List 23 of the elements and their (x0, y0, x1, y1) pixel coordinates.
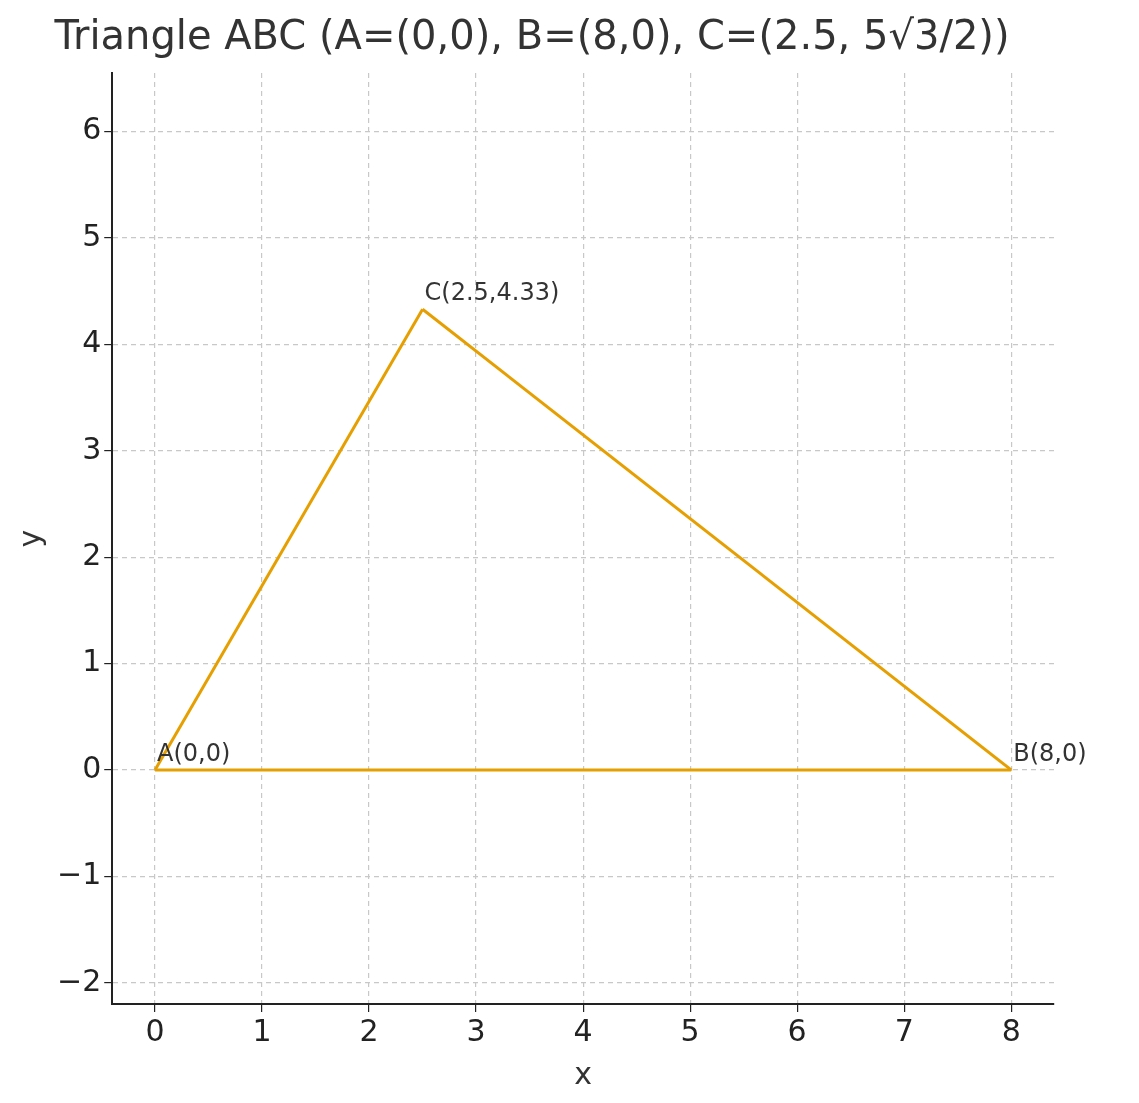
x-tick-label: 8 (1001, 1012, 1021, 1048)
y-tick-label: −2 (56, 962, 102, 998)
y-axis-title: y (11, 529, 47, 548)
y-tick-label: −1 (56, 856, 102, 892)
y-tick-label: 6 (82, 111, 102, 147)
y-tick-label: 3 (82, 430, 102, 466)
y-tick-label: 5 (82, 217, 102, 253)
y-tick-label: 4 (82, 324, 102, 360)
x-tick-label: 7 (894, 1012, 914, 1048)
y-tick-label: 0 (82, 749, 102, 785)
x-tick-label: 1 (252, 1012, 272, 1048)
x-tick-label: 2 (359, 1012, 379, 1048)
x-axis-title: x (574, 1055, 592, 1091)
annotation: B(8,0) (1013, 739, 1087, 768)
x-tick-label: 3 (466, 1012, 486, 1048)
y-tick-label: 2 (82, 536, 102, 572)
x-tick-label: 0 (145, 1012, 165, 1048)
x-tick-label: 5 (680, 1012, 700, 1048)
annotation: C(2.5,4.33) (424, 278, 560, 307)
chart-title: Triangle ABC (A=(0,0), B=(8,0), C=(2.5, 5√3/2)) (53, 12, 1010, 59)
y-tick-label: 1 (82, 643, 102, 679)
x-tick-label: 4 (573, 1012, 593, 1048)
x-tick-label: 6 (787, 1012, 807, 1048)
